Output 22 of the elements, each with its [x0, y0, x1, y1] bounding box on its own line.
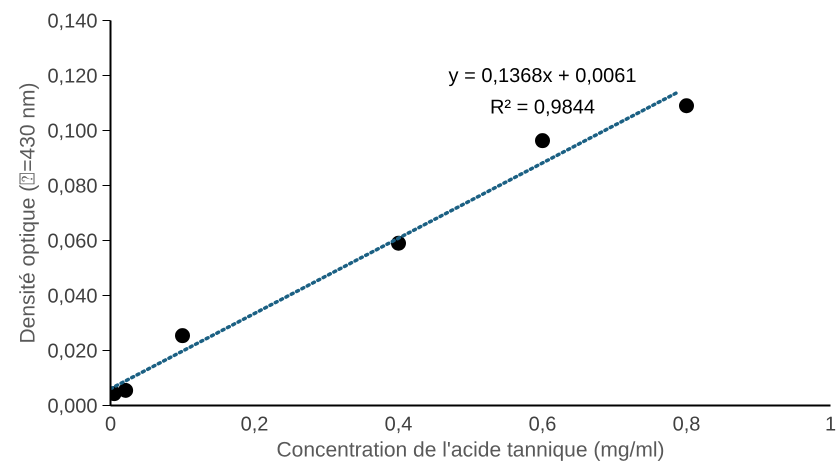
x-axis-title: Concentration de l'acide tannique (mg/ml)	[276, 438, 665, 462]
y-tick-label: 0,060	[47, 230, 98, 252]
annotation: y = 0,1368x + 0,0061	[448, 65, 636, 88]
x-tick-label: 0	[104, 414, 116, 436]
x-tick-label: 0,4	[384, 414, 412, 436]
y-axis-title: Densité optique (⍰=430 nm)	[16, 82, 40, 344]
point	[535, 133, 550, 148]
x-tick-label: 0,6	[528, 414, 556, 436]
point	[118, 382, 134, 398]
x-tick-label: 0,2	[240, 414, 268, 436]
y-tick-label: 0,140	[47, 10, 98, 32]
point	[175, 328, 190, 344]
annotation: R² = 0,9844	[490, 96, 596, 119]
y-tick-label: 0,120	[47, 66, 98, 88]
y-tick-label: 0,020	[47, 340, 98, 362]
y-tick-label: 0,080	[47, 176, 98, 198]
y-tick-label: 0,040	[47, 286, 98, 308]
point	[679, 98, 694, 114]
y-tick-label: 0,100	[47, 120, 98, 142]
x-tick-label: 1	[824, 414, 836, 436]
x-tick-label: 0,8	[672, 414, 700, 436]
y-tick-label: 0,000	[47, 396, 98, 418]
